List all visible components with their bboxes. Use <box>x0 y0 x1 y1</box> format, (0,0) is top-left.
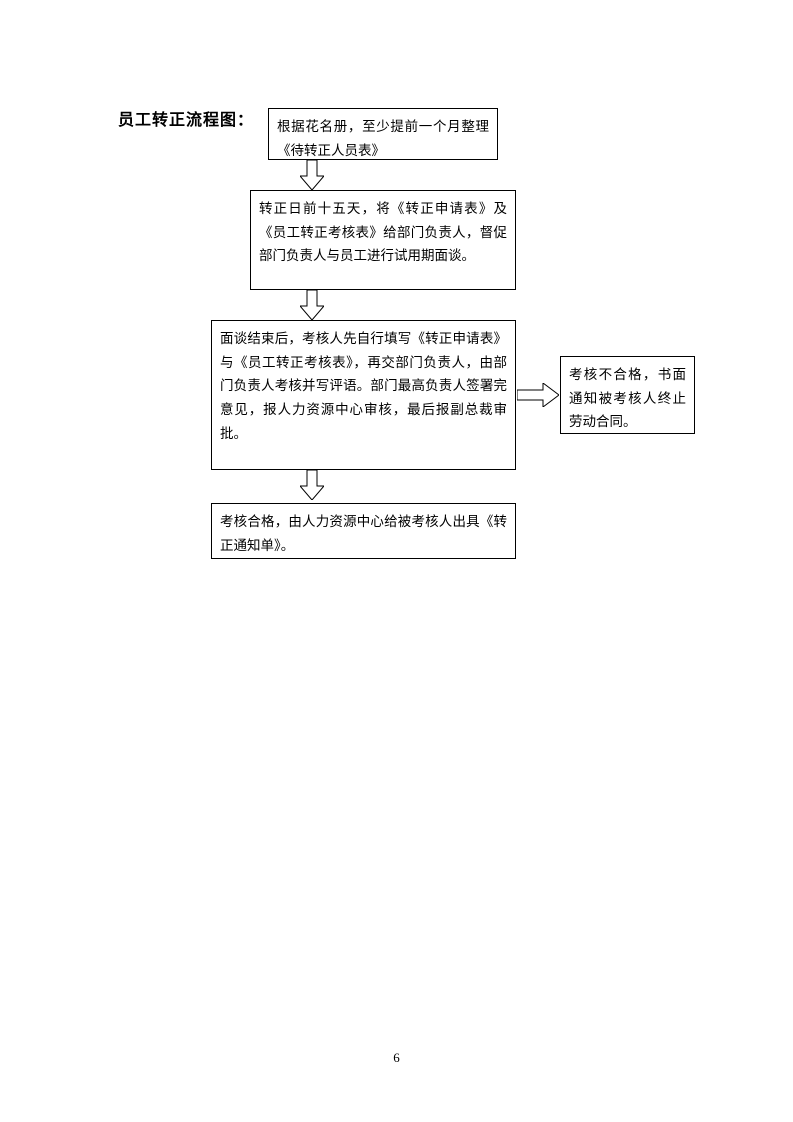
arrow-down-1 <box>300 160 324 190</box>
arrow-down-3 <box>300 470 324 500</box>
page-title: 员工转正流程图： <box>118 106 254 130</box>
page: 员工转正流程图： 根据花名册，至少提前一个月整理《待转正人员表》 转正日前十五天… <box>0 0 793 1122</box>
arrow-right-1 <box>517 383 559 407</box>
flow-node-3: 面谈结束后，考核人先自行填写《转正申请表》与《员工转正考核表》，再交部门负责人，… <box>211 320 516 470</box>
flow-node-1: 根据花名册，至少提前一个月整理《待转正人员表》 <box>268 108 498 160</box>
arrow-down-2 <box>300 290 324 320</box>
flow-node-5: 考核不合格，书面通知被考核人终止劳动合同。 <box>560 356 695 434</box>
page-number: 6 <box>0 1050 793 1066</box>
flow-node-2: 转正日前十五天，将《转正申请表》及《员工转正考核表》给部门负责人，督促部门负责人… <box>250 190 516 290</box>
flow-node-4: 考核合格，由人力资源中心给被考核人出具《转正通知单》。 <box>211 503 516 559</box>
